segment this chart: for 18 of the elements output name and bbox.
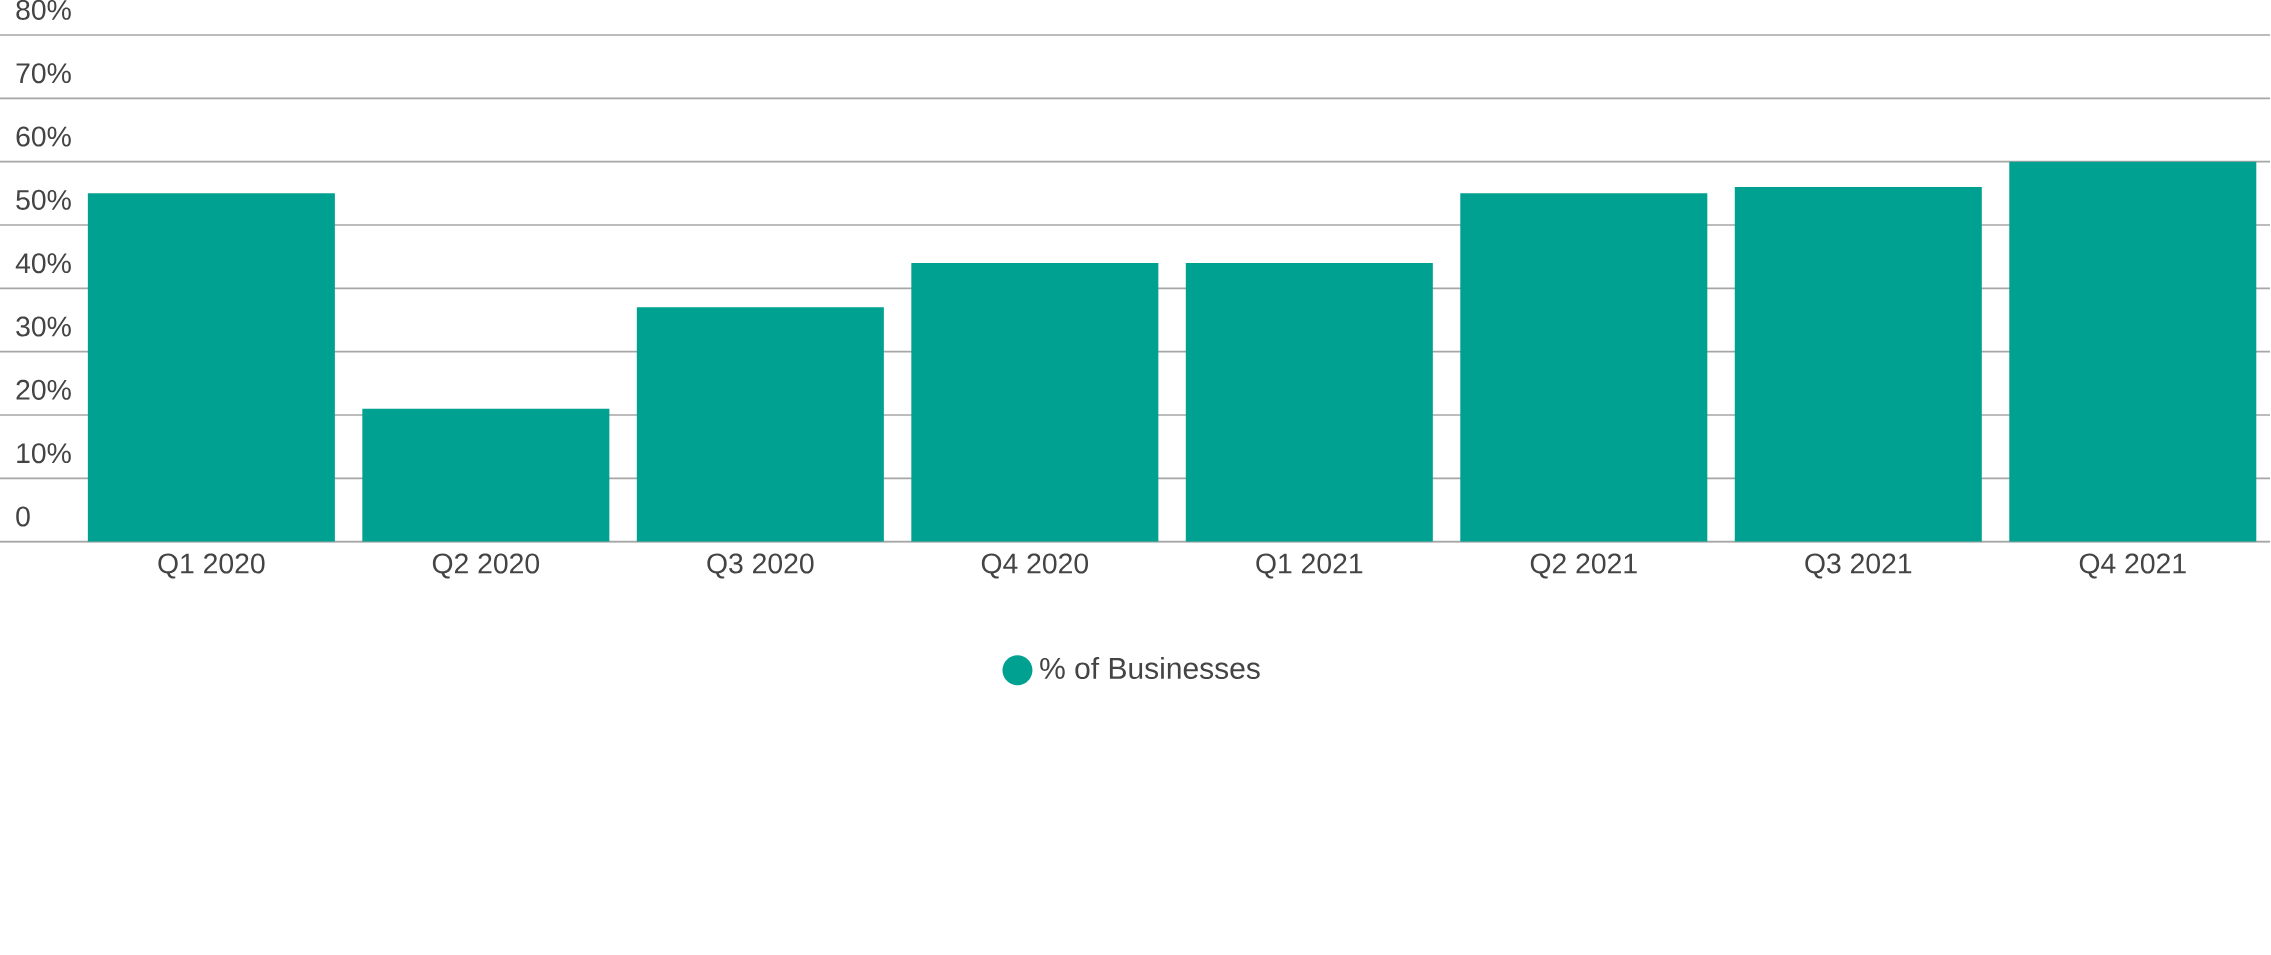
y-tick-label: 0	[16, 506, 30, 527]
y-tick-label: 30%	[16, 316, 71, 337]
x-tick-label: Q3 2021	[1805, 553, 1912, 579]
x-tick-label: Q2 2020	[432, 553, 540, 579]
x-tick-label: Q4 2021	[2079, 553, 2186, 579]
y-tick-label: 70%	[16, 63, 71, 84]
x-tick-label: Q3 2020	[707, 553, 814, 579]
x-tick-label: Q1 2021	[1256, 553, 1363, 579]
y-tick-label: 20%	[16, 379, 71, 400]
x-tick-label: Q4 2020	[981, 553, 1089, 579]
y-tick-label: 50%	[16, 189, 71, 210]
y-tick-label: 10%	[17, 443, 71, 464]
x-tick-label: Q2 2021	[1530, 553, 1637, 579]
y-tick-label: 80%	[16, 0, 71, 20]
x-tick-label: Q1 2020	[158, 553, 265, 579]
y-tick-label: 60%	[16, 126, 71, 147]
y-tick-label: 40%	[15, 253, 71, 274]
legend-label: % of Businesses	[1040, 656, 1260, 680]
